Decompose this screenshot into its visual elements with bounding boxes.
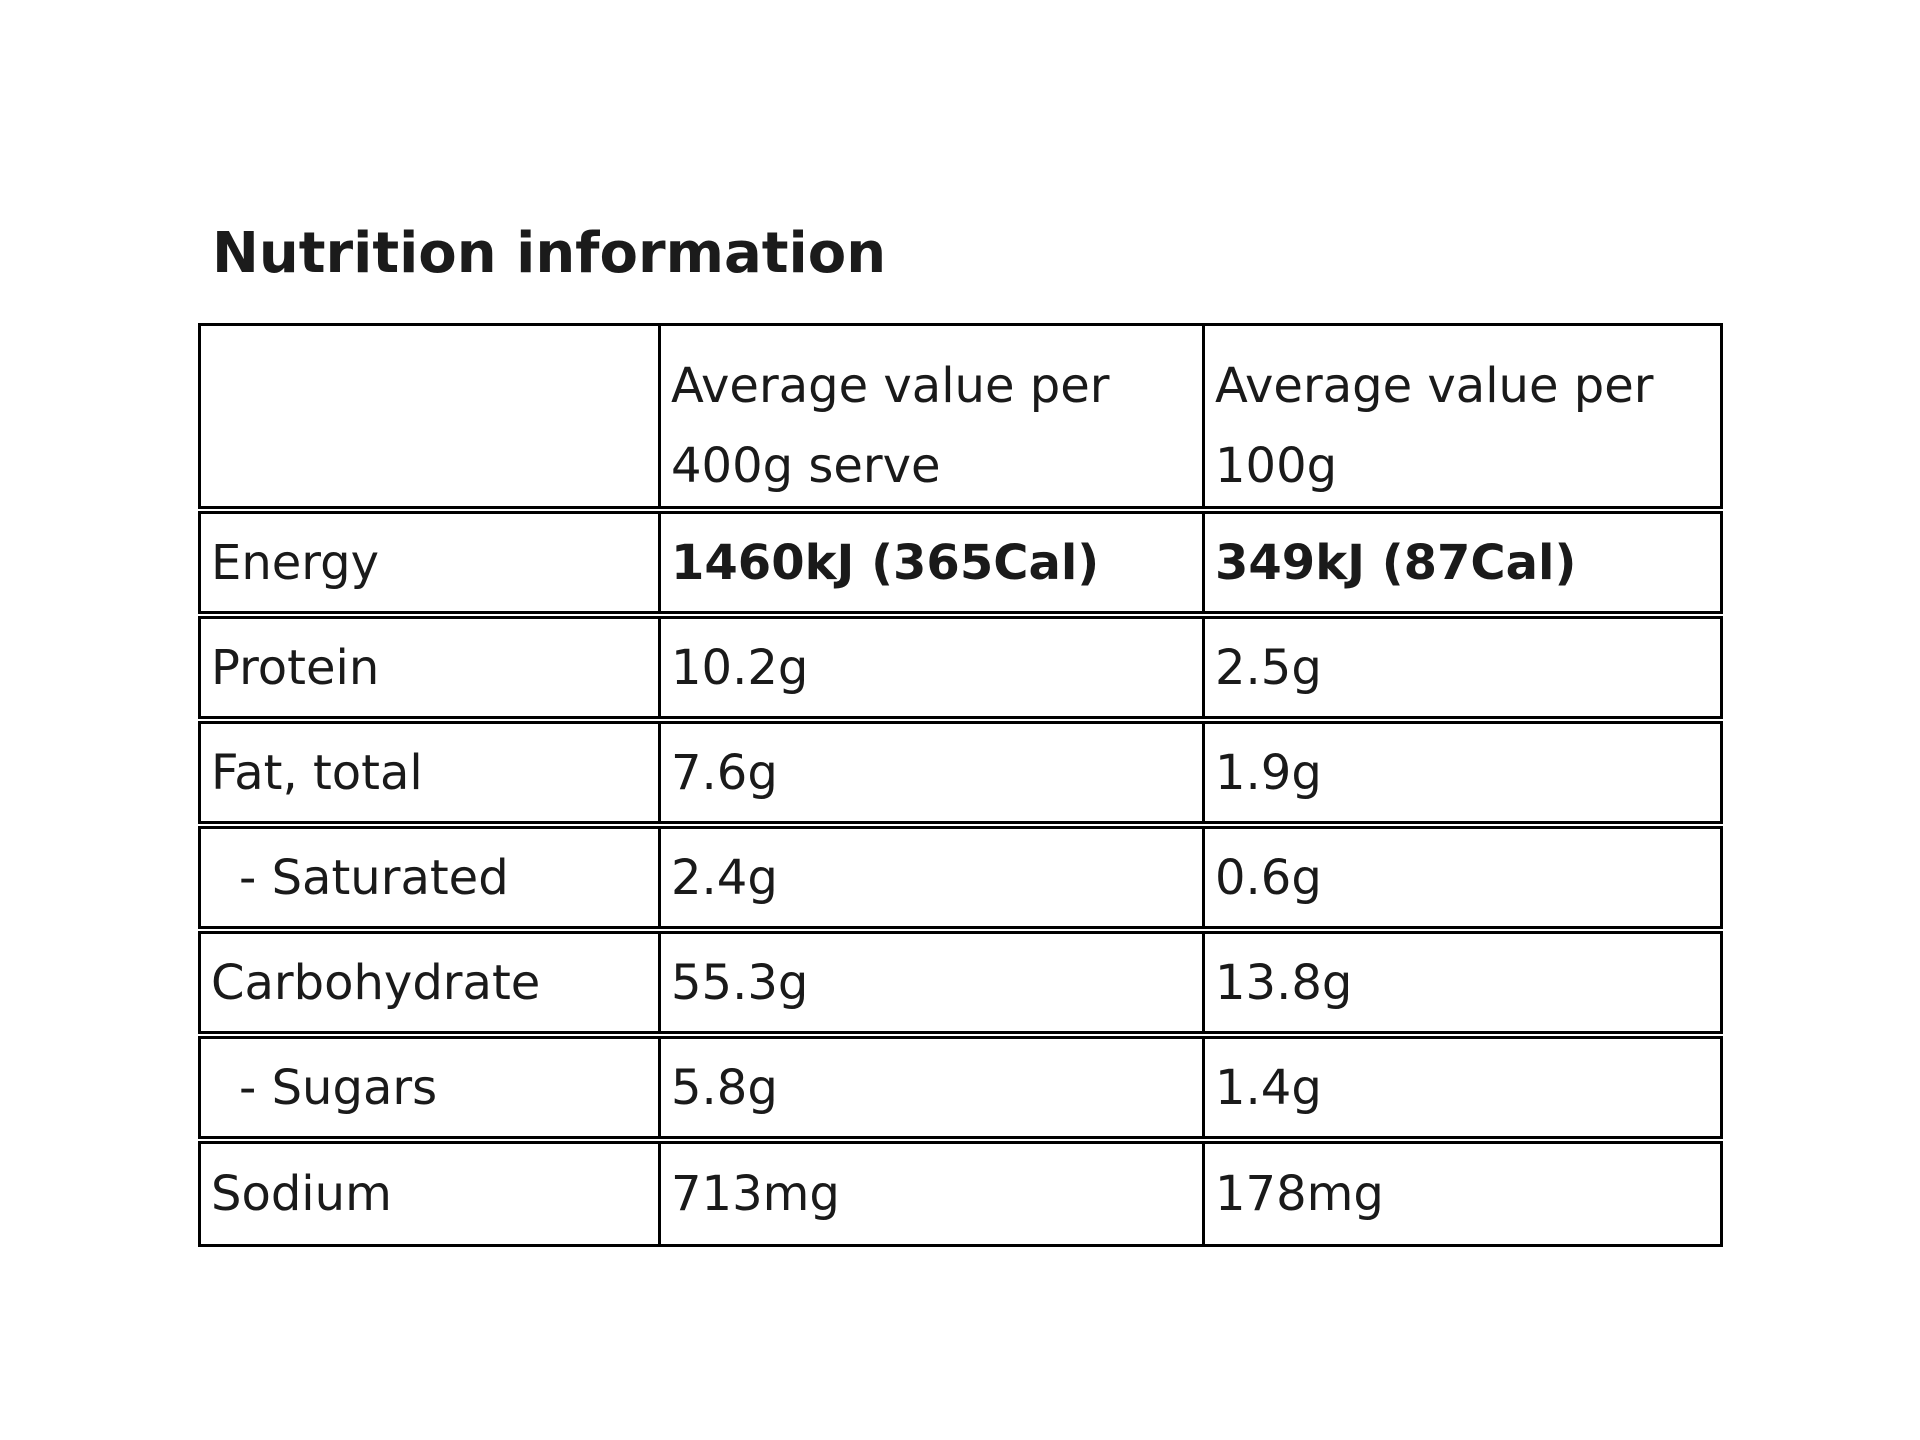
header-row: Average value per 400g serve Average val… bbox=[198, 323, 1723, 515]
document-body: Nutrition information Average value per … bbox=[198, 220, 1723, 1247]
nutrition-table-body: Energy 1460kJ (365Cal) 349kJ (87Cal) Pro… bbox=[198, 506, 1723, 1247]
per-100g-value: 1.9g bbox=[1202, 716, 1723, 830]
per-serve-value: 713mg bbox=[658, 1136, 1205, 1247]
table-row-protein: Protein 10.2g 2.5g bbox=[198, 611, 1723, 725]
per-serve-value: 1460kJ (365Cal) bbox=[658, 506, 1205, 620]
row-label-cell: - Saturated bbox=[198, 821, 661, 935]
table-row-sugars: - Sugars 5.8g 1.4g bbox=[198, 1031, 1723, 1145]
per-serve-value: 7.6g bbox=[658, 716, 1205, 830]
row-label-cell: Carbohydrate bbox=[198, 926, 661, 1040]
nutrition-table-header: Average value per 400g serve Average val… bbox=[198, 323, 1723, 515]
per-serve-value: 10.2g bbox=[658, 611, 1205, 725]
per-100g-value: 1.4g bbox=[1202, 1031, 1723, 1145]
row-label-cell: Protein bbox=[198, 611, 661, 725]
header-cell-per-serve: Average value per 400g serve bbox=[658, 323, 1205, 515]
per-serve-value: 2.4g bbox=[658, 821, 1205, 935]
page-title: Nutrition information bbox=[212, 221, 887, 286]
per-serve-value: 55.3g bbox=[658, 926, 1205, 1040]
header-per-serve-line1: Average value per bbox=[671, 358, 1110, 415]
table-row-energy: Energy 1460kJ (365Cal) 349kJ (87Cal) bbox=[198, 506, 1723, 620]
table-row-saturated: - Saturated 2.4g 0.6g bbox=[198, 821, 1723, 935]
per-100g-value: 349kJ (87Cal) bbox=[1202, 506, 1723, 620]
table-row-carbohydrate: Carbohydrate 55.3g 13.8g bbox=[198, 926, 1723, 1040]
header-per-serve-line2: 400g serve bbox=[671, 438, 941, 495]
row-label-cell: - Sugars bbox=[198, 1031, 661, 1145]
per-100g-value: 13.8g bbox=[1202, 926, 1723, 1040]
row-label-cell: Fat, total bbox=[198, 716, 661, 830]
header-cell-blank bbox=[198, 323, 661, 515]
row-label-cell: Energy bbox=[198, 506, 661, 620]
row-label-cell: Sodium bbox=[198, 1136, 661, 1247]
per-100g-value: 2.5g bbox=[1202, 611, 1723, 725]
header-cell-per-100g: Average value per 100g bbox=[1202, 323, 1723, 515]
per-100g-value: 0.6g bbox=[1202, 821, 1723, 935]
nutrition-table: Average value per 400g serve Average val… bbox=[198, 323, 1723, 1247]
per-100g-value: 178mg bbox=[1202, 1136, 1723, 1247]
per-serve-value: 5.8g bbox=[658, 1031, 1205, 1145]
header-per-100g-line1: Average value per bbox=[1215, 358, 1654, 415]
table-row-sodium: Sodium 713mg 178mg bbox=[198, 1136, 1723, 1247]
table-row-fat-total: Fat, total 7.6g 1.9g bbox=[198, 716, 1723, 830]
header-per-100g-line2: 100g bbox=[1215, 438, 1338, 495]
